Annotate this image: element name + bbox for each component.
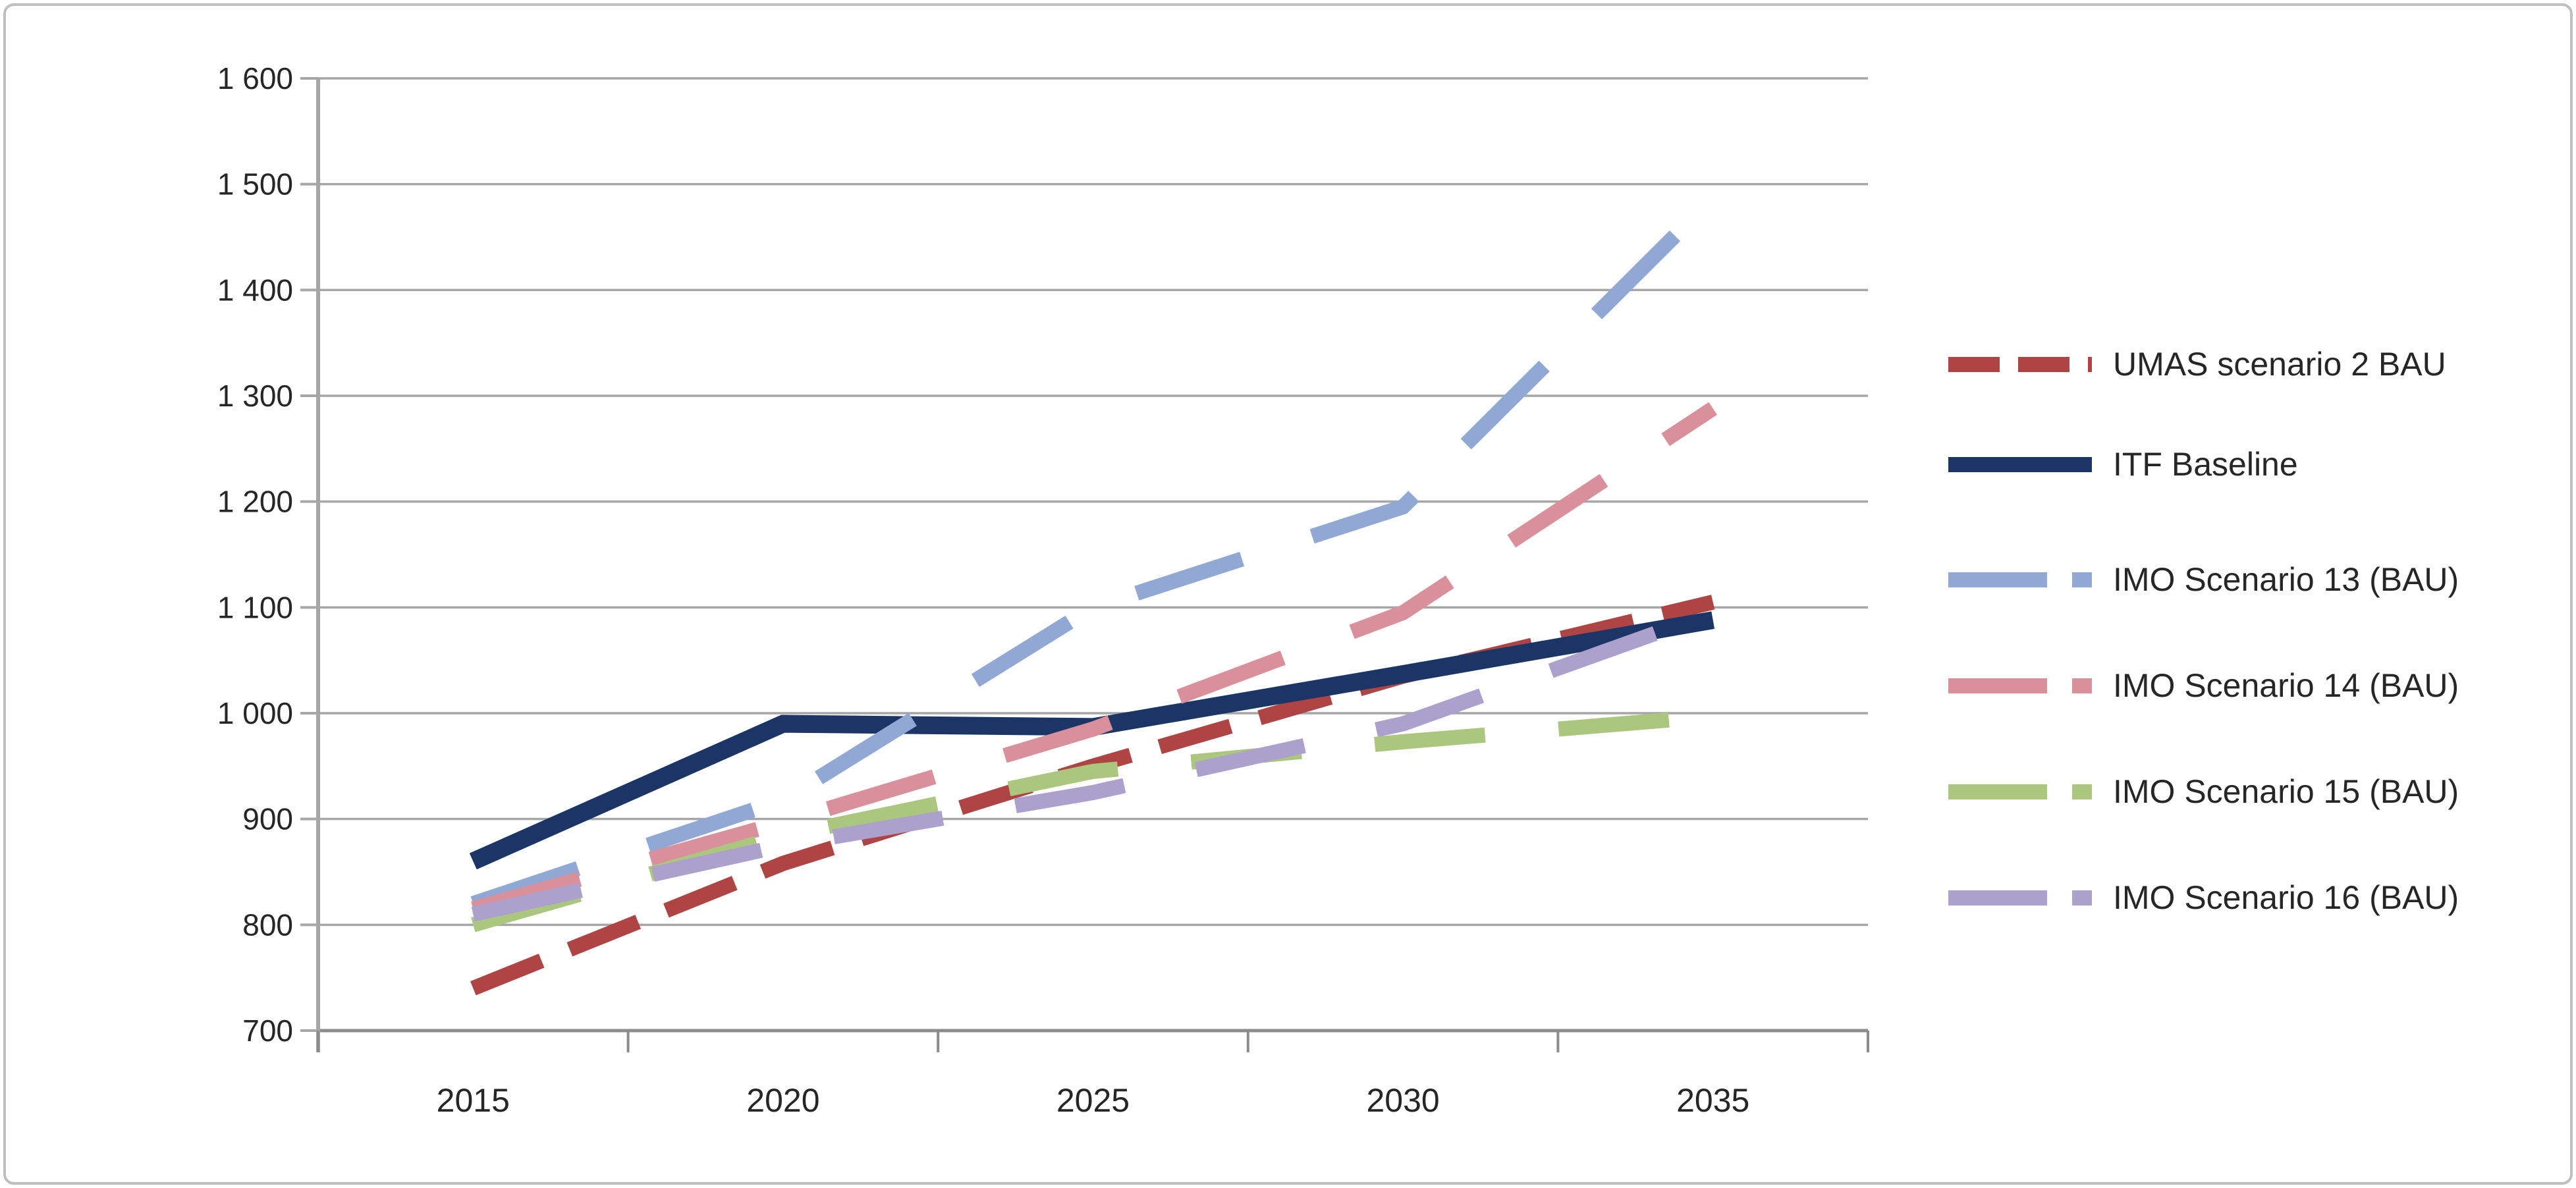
y-axis-label: 1 100 (217, 590, 293, 624)
y-axis-label: 800 (242, 907, 293, 942)
x-axis-label: 2020 (746, 1082, 819, 1119)
chart-outer-border (3, 3, 2573, 1185)
y-axis-label: 1 000 (217, 696, 293, 730)
x-axis-label: 2015 (437, 1082, 510, 1119)
y-axis-label: 1 400 (217, 273, 293, 307)
series-line-imo-scenario-13-bau (470, 192, 1718, 911)
y-axis-label: 1 300 (217, 379, 293, 413)
series-line-imo-scenario-15-bau (471, 709, 1714, 932)
series-line-imo-scenario-14-bau (471, 402, 1718, 917)
x-axis-label: 2035 (1676, 1082, 1749, 1119)
series-line-imo-scenario-16-bau (471, 605, 1716, 922)
y-axis-label: 900 (242, 802, 293, 836)
x-axis-label: 2025 (1056, 1082, 1130, 1119)
series-line-itf-baseline (469, 611, 1715, 870)
y-axis-label: 1 600 (217, 61, 293, 95)
y-axis-label: 1 500 (217, 167, 293, 202)
y-axis-label: 1 200 (217, 485, 293, 519)
y-axis-label: 700 (242, 1013, 293, 1048)
x-axis-label: 2030 (1366, 1082, 1439, 1119)
